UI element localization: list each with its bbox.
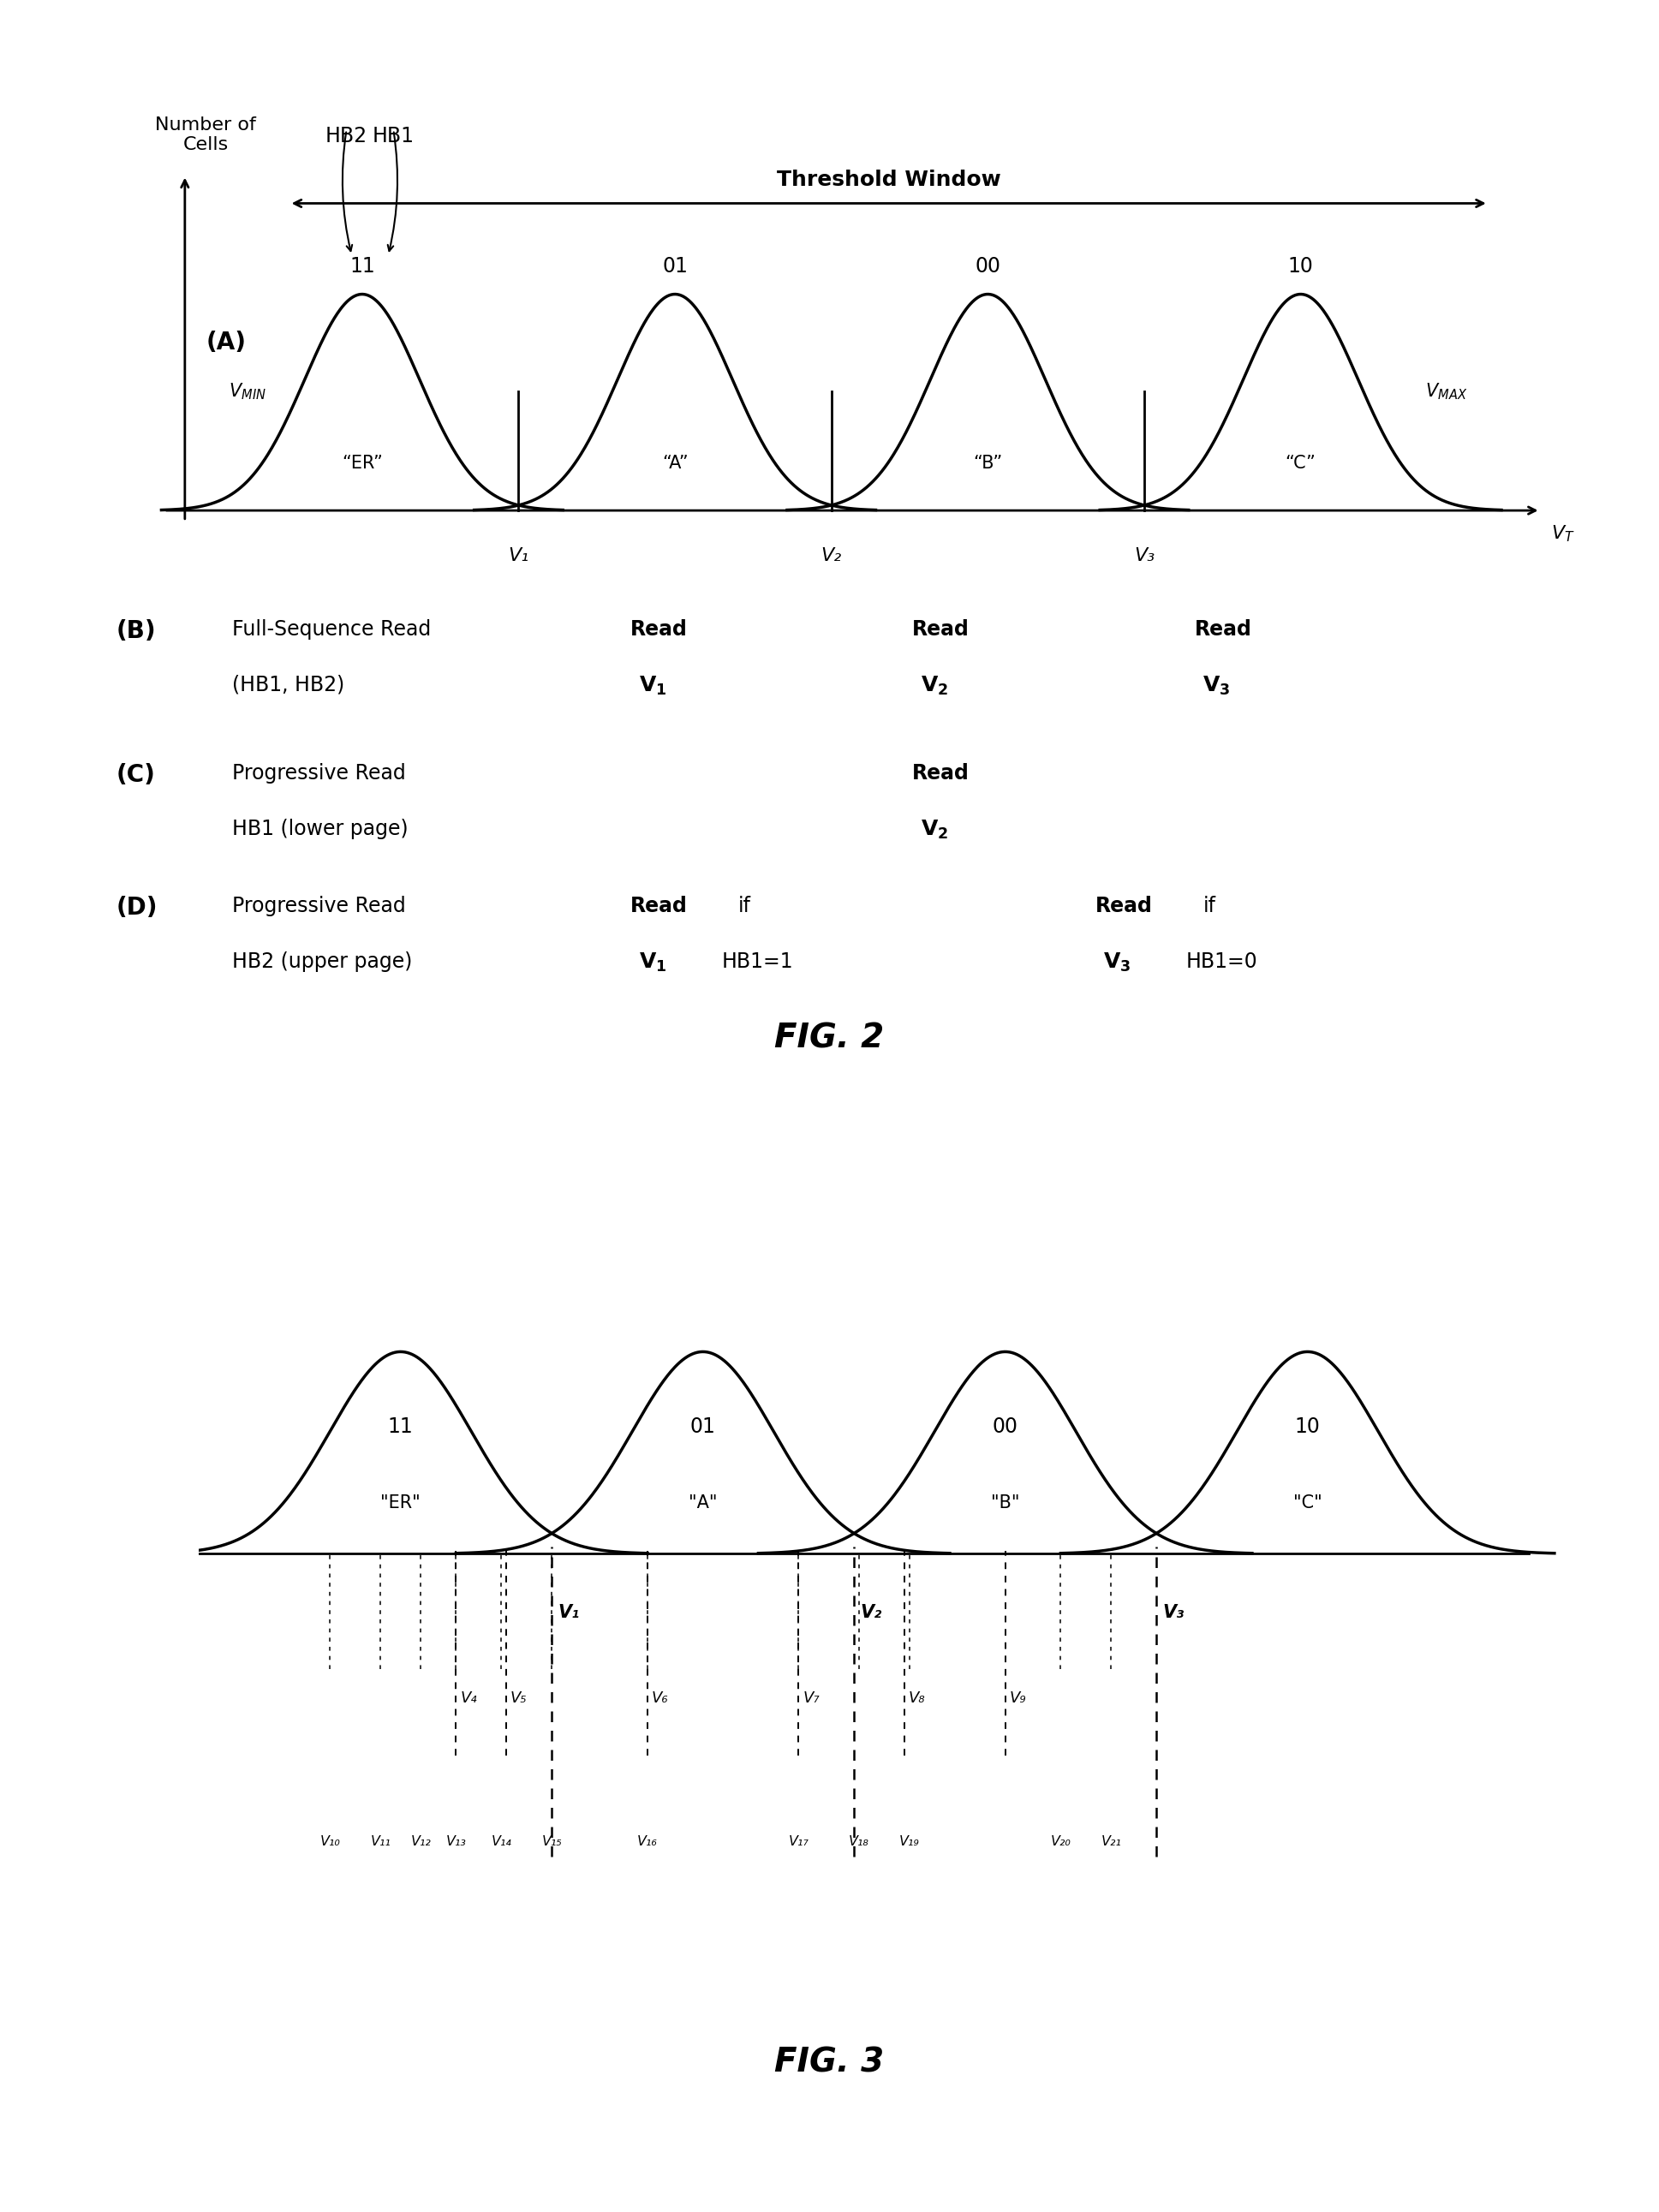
Text: V₂₁: V₂₁: [1102, 1836, 1121, 1847]
Text: Read: Read: [630, 619, 688, 639]
Text: V₂: V₂: [859, 1604, 881, 1621]
Text: $\mathbf{V_3}$: $\mathbf{V_3}$: [1203, 675, 1231, 697]
Text: "A": "A": [688, 1495, 717, 1511]
Text: "ER": "ER": [380, 1495, 421, 1511]
Text: V₃: V₃: [1133, 546, 1155, 564]
Text: V₁₂: V₁₂: [410, 1836, 431, 1847]
Text: Progressive Read: Progressive Read: [232, 896, 406, 916]
Text: (A): (A): [206, 332, 246, 354]
Text: Read: Read: [630, 896, 688, 916]
Text: “A”: “A”: [662, 453, 688, 471]
Text: V₂₀: V₂₀: [1050, 1836, 1070, 1847]
Text: 11: 11: [388, 1416, 413, 1438]
Text: "B": "B": [990, 1495, 1020, 1511]
Text: V₃: V₃: [1163, 1604, 1185, 1621]
Text: Read: Read: [912, 619, 971, 639]
Text: $\mathregular{V_{MAX}}$: $\mathregular{V_{MAX}}$: [1425, 380, 1468, 403]
Text: V₉: V₉: [1009, 1690, 1025, 1705]
Text: 00: 00: [992, 1416, 1019, 1438]
Text: V₂: V₂: [821, 546, 841, 564]
Text: 00: 00: [975, 257, 1000, 276]
Text: Threshold Window: Threshold Window: [776, 170, 1000, 190]
Text: V₁₄: V₁₄: [491, 1836, 511, 1847]
Text: HB1: HB1: [372, 126, 415, 146]
Text: V₁₆: V₁₆: [637, 1836, 657, 1847]
Text: (D): (D): [116, 896, 158, 920]
Text: (HB1, HB2): (HB1, HB2): [232, 675, 345, 695]
Text: Read: Read: [1095, 896, 1153, 916]
Text: (C): (C): [116, 763, 156, 787]
Text: Number of
Cells: Number of Cells: [156, 117, 255, 153]
Text: V₁₁: V₁₁: [370, 1836, 390, 1847]
Text: $\mathregular{V_{MIN}}$: $\mathregular{V_{MIN}}$: [229, 380, 265, 403]
Text: V₁₀: V₁₀: [320, 1836, 340, 1847]
Text: HB1=1: HB1=1: [722, 951, 793, 971]
Text: $\mathbf{V_1}$: $\mathbf{V_1}$: [639, 951, 667, 973]
Text: V₁₇: V₁₇: [788, 1836, 810, 1847]
Text: V₄: V₄: [460, 1690, 476, 1705]
Text: Full-Sequence Read: Full-Sequence Read: [232, 619, 431, 639]
Text: V₁: V₁: [557, 1604, 579, 1621]
Text: V₇: V₇: [803, 1690, 820, 1705]
Text: FIG. 2: FIG. 2: [775, 1022, 884, 1055]
Text: 10: 10: [1287, 257, 1314, 276]
Text: “B”: “B”: [974, 453, 1002, 471]
Text: $\mathregular{V_T}$: $\mathregular{V_T}$: [1551, 524, 1574, 544]
Text: (B): (B): [116, 619, 156, 644]
Text: HB2 (upper page): HB2 (upper page): [232, 951, 413, 971]
Text: $\mathbf{V_3}$: $\mathbf{V_3}$: [1103, 951, 1131, 973]
Text: V₅: V₅: [511, 1690, 528, 1705]
Text: V₁₅: V₁₅: [541, 1836, 562, 1847]
Text: V₈: V₈: [909, 1690, 926, 1705]
Text: $\mathbf{V_2}$: $\mathbf{V_2}$: [921, 675, 949, 697]
Text: if: if: [738, 896, 752, 916]
Text: 11: 11: [350, 257, 375, 276]
Text: V₁: V₁: [508, 546, 529, 564]
Text: $\mathbf{V_1}$: $\mathbf{V_1}$: [639, 675, 667, 697]
Text: V₆: V₆: [652, 1690, 669, 1705]
Text: 01: 01: [662, 257, 688, 276]
Text: "C": "C": [1292, 1495, 1322, 1511]
Text: V₁₈: V₁₈: [849, 1836, 869, 1847]
Text: Progressive Read: Progressive Read: [232, 763, 406, 783]
Text: V₁₃: V₁₃: [446, 1836, 466, 1847]
Text: HB1 (lower page): HB1 (lower page): [232, 818, 408, 838]
Text: if: if: [1203, 896, 1216, 916]
Text: Read: Read: [912, 763, 971, 783]
Text: “ER”: “ER”: [342, 453, 383, 471]
Text: Read: Read: [1194, 619, 1253, 639]
Text: FIG. 3: FIG. 3: [775, 2046, 884, 2079]
Text: V₁₉: V₁₉: [899, 1836, 919, 1847]
Text: $\mathbf{V_2}$: $\mathbf{V_2}$: [921, 818, 949, 841]
Text: “C”: “C”: [1286, 453, 1316, 471]
Text: 01: 01: [690, 1416, 715, 1438]
Text: HB2: HB2: [325, 126, 368, 146]
Text: 10: 10: [1294, 1416, 1321, 1438]
Text: HB1=0: HB1=0: [1186, 951, 1258, 971]
